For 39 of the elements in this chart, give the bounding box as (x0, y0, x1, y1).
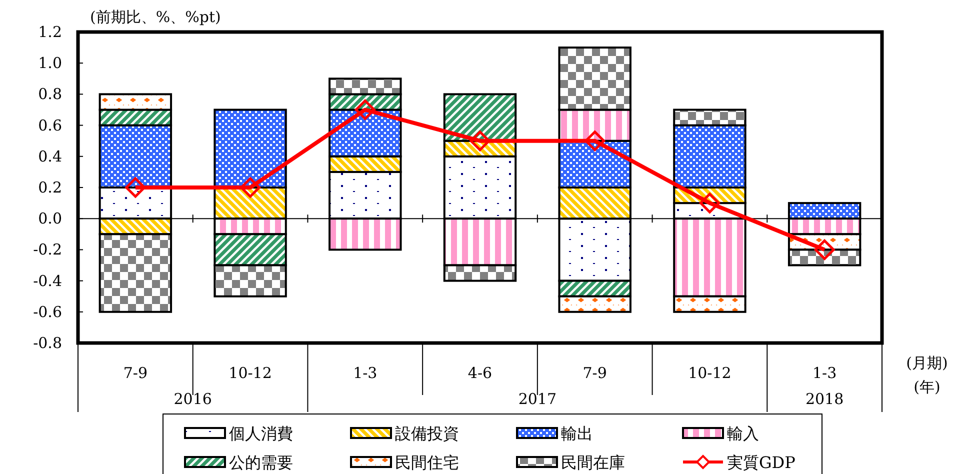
year: 2016 (174, 390, 212, 408)
xlabel: (月期) (906, 354, 948, 372)
legend-item: 実質GDP (727, 453, 796, 472)
note: (年) (914, 378, 940, 396)
point (584, 130, 606, 152)
point (814, 239, 835, 260)
ytick: 0.8 (38, 85, 62, 104)
xtick: 7-9 (582, 364, 607, 382)
legend-item: 個人消費 (229, 424, 293, 443)
legend-item: 民間住宅 (395, 453, 459, 472)
xtick: 7-9 (123, 364, 148, 382)
point (470, 130, 490, 152)
ytick: 1.0 (38, 54, 62, 72)
xtick: 1-3 (812, 364, 837, 382)
legend-item: 輸入 (727, 424, 759, 443)
ytick: -0.4 (33, 272, 62, 290)
point (699, 192, 720, 214)
ylabel: (前期比、%、%pt) (90, 8, 221, 26)
xtick: 10-12 (228, 364, 272, 382)
ytick: 1.2 (38, 23, 62, 41)
legend-item: 公的需要 (229, 453, 293, 472)
legend-item: 輸出 (561, 424, 593, 443)
year: 2018 (805, 390, 844, 408)
ytick: -0.8 (33, 334, 62, 352)
ytick: 0.6 (38, 116, 62, 134)
legend-item: 民間在庫 (561, 453, 625, 472)
point (240, 177, 261, 198)
legend-item: 設備投資 (395, 424, 459, 443)
xtick: 10-12 (688, 364, 732, 382)
ytick: 0.4 (38, 147, 62, 166)
ytick: 0.0 (38, 210, 62, 228)
ytick: -0.2 (33, 240, 62, 259)
xtick: 4-6 (468, 364, 492, 382)
ytick: 0.2 (38, 178, 62, 196)
year: 2017 (518, 390, 557, 408)
point (354, 100, 376, 120)
ytick: -0.6 (33, 302, 62, 321)
xtick: 1-3 (353, 364, 378, 382)
point (125, 177, 146, 198)
